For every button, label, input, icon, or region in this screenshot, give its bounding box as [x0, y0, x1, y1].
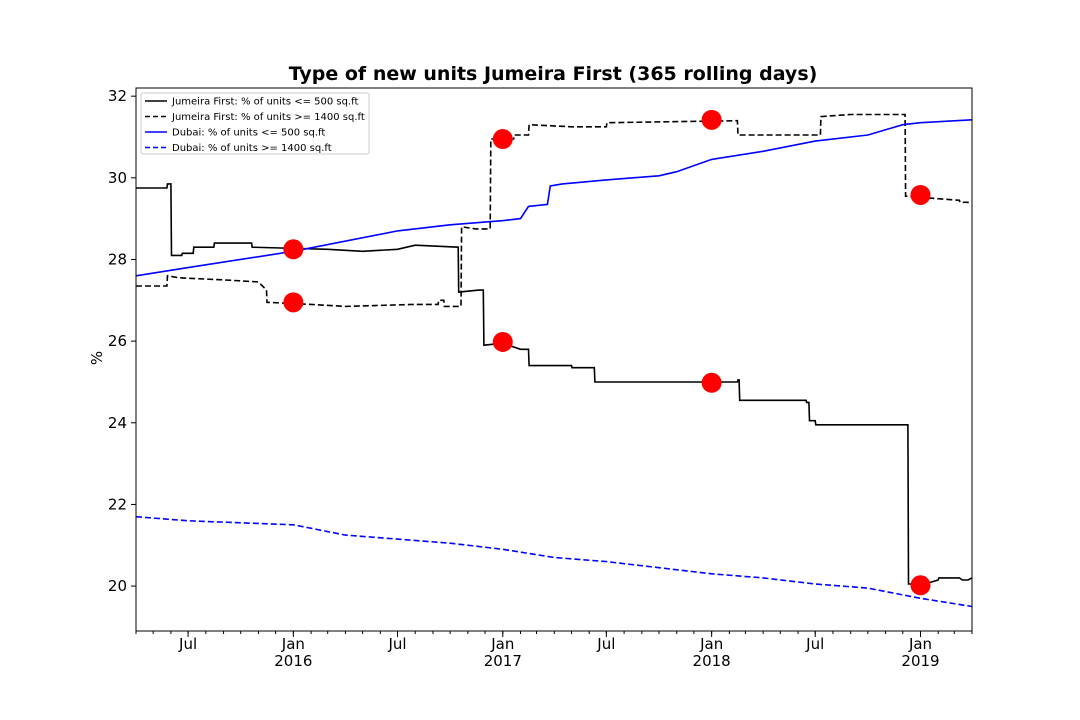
legend-box	[140, 92, 370, 155]
x-tick-label: Jul	[805, 635, 824, 653]
x-tick-label: Jul	[596, 635, 615, 653]
axes-frame	[135, 87, 973, 632]
y-tick-label: 32	[108, 87, 127, 105]
highlight-marker-1	[283, 239, 304, 260]
x-tick-label: Jan	[490, 635, 514, 653]
y-tick-label: 22	[108, 495, 127, 513]
x-tick-label: Jan	[281, 635, 305, 653]
y-tick-label: 26	[108, 332, 127, 350]
y-tick-label: 28	[108, 250, 127, 268]
x-tick-label: Jul	[387, 635, 406, 653]
x-tick-label: Jan	[699, 635, 723, 653]
y-axis-label: %	[88, 351, 106, 365]
highlight-marker-8	[910, 575, 931, 596]
legend-label-2: Jumeira First: % of units >= 1400 sq.ft	[171, 112, 365, 123]
highlight-marker-4	[492, 331, 513, 352]
y-tick-label: 20	[108, 577, 127, 595]
chart-title: Type of new units Jumeira First (365 rol…	[289, 63, 818, 85]
y-tick-label: 30	[108, 169, 127, 187]
x-tick-year: 2016	[274, 652, 312, 670]
series-line-4	[136, 515, 972, 608]
series-line-3	[136, 119, 972, 277]
series-line-2	[136, 113, 972, 308]
x-tick-year: 2017	[484, 652, 522, 670]
highlight-marker-3	[492, 129, 513, 150]
x-tick-year: 2018	[693, 652, 731, 670]
series-line-1	[136, 183, 972, 585]
highlight-marker-6	[701, 372, 722, 393]
highlight-marker-7	[910, 184, 931, 205]
x-tick-label: Jul	[178, 635, 197, 653]
highlight-marker-5	[701, 109, 722, 130]
highlight-marker-2	[283, 292, 304, 313]
legend-label-3: Dubai: % of units <= 500 sq.ft	[172, 128, 325, 139]
legend: Jumeira First: % of units <= 500 sq.ft Ju…	[140, 92, 370, 155]
legend-label-4: Dubai: % of units >= 1400 sq.ft	[172, 143, 332, 154]
y-tick-label: 24	[108, 414, 127, 432]
x-tick-label: Jan	[908, 635, 932, 653]
legend-label-1: Jumeira First: % of units <= 500 sq.ft	[171, 97, 359, 108]
x-tick-year: 2019	[901, 652, 939, 670]
